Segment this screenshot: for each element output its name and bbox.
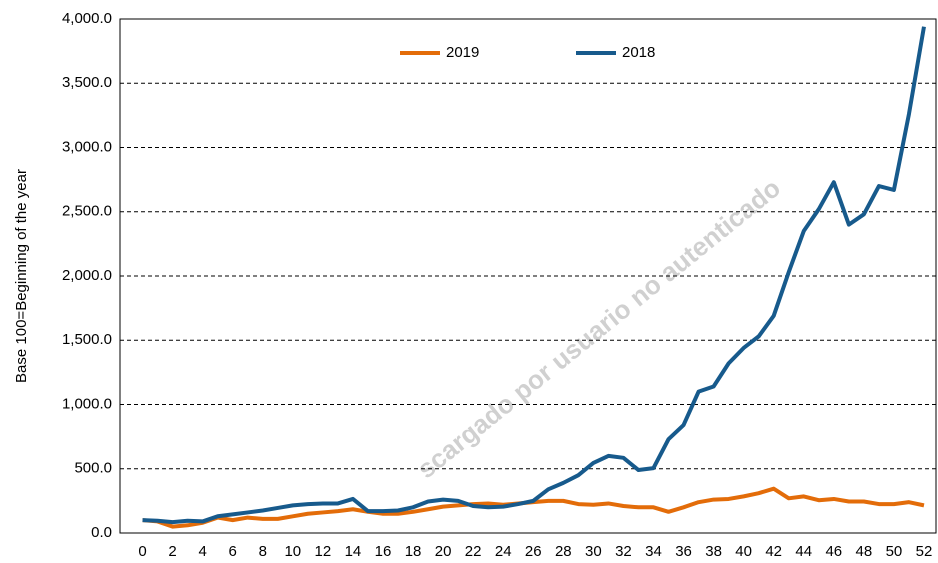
y-tick-label: 1,500.0 — [62, 331, 112, 348]
y-tick-label: 4,000.0 — [62, 10, 112, 27]
x-tick-label: 18 — [405, 543, 422, 560]
x-tick-label: 32 — [615, 543, 632, 560]
x-tick-label: 8 — [259, 543, 267, 560]
watermark: scargado por usuario no autenticado — [411, 173, 786, 485]
x-tick-label: 0 — [138, 543, 146, 560]
legend-label: 2019 — [446, 44, 479, 61]
x-tick-label: 12 — [315, 543, 332, 560]
y-tick-label: 2,000.0 — [62, 267, 112, 284]
x-tick-label: 20 — [435, 543, 452, 560]
series-line — [142, 486, 925, 529]
x-tick-label: 38 — [705, 543, 722, 560]
legend-label: 2018 — [622, 44, 655, 61]
y-tick-label: 500.0 — [74, 460, 112, 477]
x-tick-label: 34 — [645, 543, 662, 560]
x-tick-label: 24 — [495, 543, 512, 560]
x-tick-label: 6 — [229, 543, 237, 560]
y-axis-title: Base 100=Beginning of the year — [13, 169, 30, 383]
x-tick-label: 28 — [555, 543, 572, 560]
x-tick-label: 46 — [825, 543, 842, 560]
y-tick-label: 3,500.0 — [62, 74, 112, 91]
x-tick-label: 52 — [916, 543, 933, 560]
x-tick-label: 40 — [735, 543, 752, 560]
x-tick-label: 22 — [465, 543, 482, 560]
x-tick-label: 30 — [585, 543, 602, 560]
x-tick-label: 44 — [795, 543, 812, 560]
x-tick-label: 4 — [198, 543, 206, 560]
plot-frame — [119, 18, 937, 534]
x-tick-label: 16 — [375, 543, 392, 560]
series-line — [142, 26, 926, 525]
x-tick-label: 14 — [345, 543, 362, 560]
y-tick-label: 3,000.0 — [62, 138, 112, 155]
y-tick-label: 2,500.0 — [62, 203, 112, 220]
x-tick-label: 26 — [525, 543, 542, 560]
x-tick-label: 42 — [765, 543, 782, 560]
x-tick-label: 10 — [284, 543, 301, 560]
y-tick-label: 1,000.0 — [62, 395, 112, 412]
x-tick-label: 2 — [168, 543, 176, 560]
y-tick-label: 0.0 — [91, 524, 112, 541]
x-tick-label: 48 — [856, 543, 873, 560]
x-tick-label: 36 — [675, 543, 692, 560]
x-tick-label: 50 — [886, 543, 903, 560]
